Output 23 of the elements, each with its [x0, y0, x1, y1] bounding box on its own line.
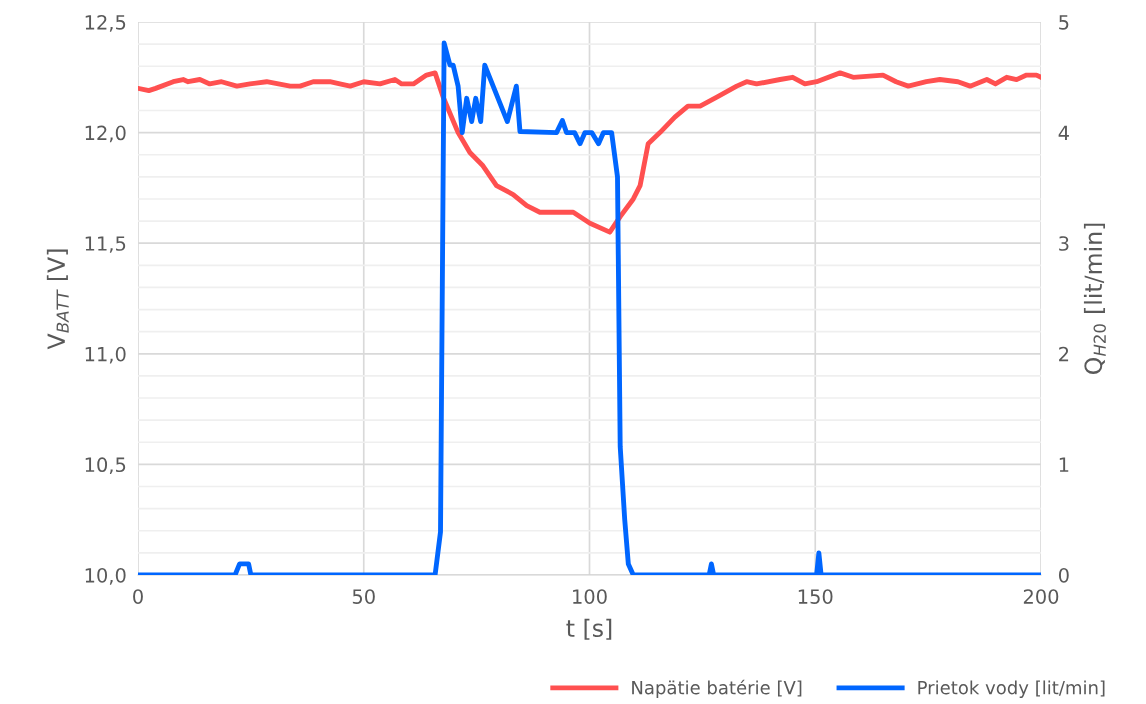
y-tick-label: 11,5	[85, 236, 126, 253]
legend-label: Prietok vody [lit/min]	[918, 680, 1105, 698]
y2-axis-title: Q$_{H20}$ [lit/min]	[1083, 223, 1106, 375]
y-axis-title: V$_{BATT}$ [V]	[46, 249, 69, 350]
y2-tick-label: 2	[1059, 346, 1069, 362]
y-tick-label: 10,0	[85, 567, 126, 585]
y-tick-label: 12,5	[85, 14, 126, 32]
x-tick-label: 0	[133, 589, 143, 604]
y2-tick-label: 0	[1058, 567, 1069, 583]
y2-tick-label: 1	[1059, 457, 1069, 472]
line-series	[138, 70, 1041, 235]
x-tick-label: 200	[1023, 589, 1059, 604]
x-tick-label: 150	[798, 589, 833, 604]
legend-label: Napätie batérie [V]	[632, 679, 802, 698]
y-tick-label: 11,0	[85, 346, 126, 364]
y-tick-label: 12,0	[85, 125, 126, 143]
x-tick-label: 50	[352, 589, 375, 604]
y-tick-label: 10,5	[85, 457, 126, 475]
y2-tick-label: 4	[1058, 125, 1069, 140]
y2-tick-label: 3	[1059, 236, 1069, 251]
x-axis-title: t [s]	[566, 618, 612, 640]
x-tick-label: 100	[573, 589, 607, 604]
y2-tick-label: 5	[1059, 15, 1069, 30]
